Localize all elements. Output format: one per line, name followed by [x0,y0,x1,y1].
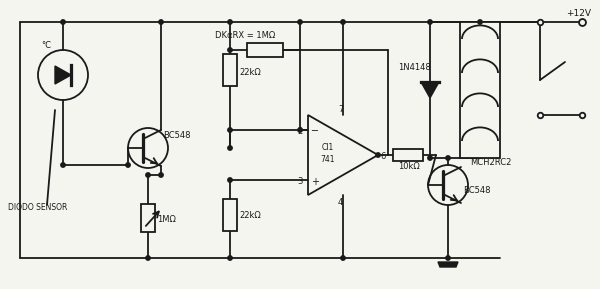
Circle shape [159,173,163,177]
Text: 1N4148: 1N4148 [398,63,431,72]
Text: DIODO SENSOR: DIODO SENSOR [8,203,67,212]
Circle shape [126,163,130,167]
Text: 2: 2 [297,127,302,136]
Circle shape [228,48,232,52]
Bar [247,43,283,57]
Text: CI1: CI1 [322,143,334,152]
Circle shape [446,156,450,160]
Text: MCH2RC2: MCH2RC2 [470,158,511,167]
Circle shape [376,153,380,157]
Text: 10kΩ: 10kΩ [398,162,420,171]
Text: DKαRX = 1MΩ: DKαRX = 1MΩ [215,31,275,40]
Text: °C: °C [41,41,51,50]
Circle shape [298,20,302,24]
Circle shape [61,163,65,167]
Circle shape [446,256,450,260]
Bar [223,199,237,231]
Text: BC548: BC548 [163,131,191,140]
Text: 22kΩ: 22kΩ [239,68,261,77]
Circle shape [298,128,302,132]
Bar [223,54,237,86]
Circle shape [228,146,232,150]
Text: 22kΩ: 22kΩ [239,211,261,220]
Text: 7: 7 [338,105,343,114]
Text: ─: ─ [311,126,317,136]
Polygon shape [438,262,458,267]
Text: 741: 741 [321,155,335,164]
Circle shape [428,20,432,24]
Text: +12V: +12V [566,9,591,18]
Circle shape [146,256,150,260]
Circle shape [228,256,232,260]
Text: 4: 4 [338,198,343,207]
Circle shape [428,156,432,160]
Text: +: + [311,177,319,187]
Circle shape [478,20,482,24]
Circle shape [146,173,150,177]
Bar [393,149,423,161]
Circle shape [228,178,232,182]
Text: 6: 6 [380,152,385,161]
Polygon shape [55,66,71,84]
Circle shape [228,20,232,24]
Circle shape [341,256,345,260]
Circle shape [61,20,65,24]
Text: 3: 3 [297,177,302,186]
Text: BC548: BC548 [463,186,491,195]
Polygon shape [421,82,439,98]
Circle shape [159,20,163,24]
Text: 1MΩ: 1MΩ [157,215,176,224]
Bar [141,204,155,232]
Circle shape [228,128,232,132]
Circle shape [341,20,345,24]
Bar [460,22,500,158]
